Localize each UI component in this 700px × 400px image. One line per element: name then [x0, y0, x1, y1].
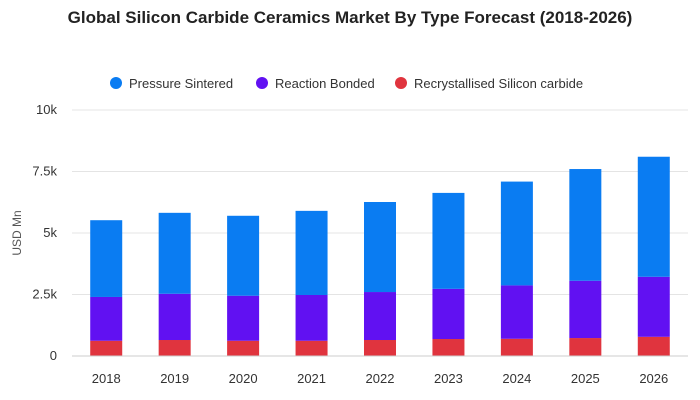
bar-segment	[227, 215, 260, 296]
x-tick-label: 2020	[229, 371, 258, 386]
y-axis-label: USD Mn	[10, 210, 24, 255]
bar-segment	[569, 280, 602, 339]
bar-segment	[364, 340, 396, 356]
x-tick-label: 2018	[92, 371, 121, 386]
legend-label: Pressure Sintered	[129, 76, 233, 91]
y-tick-label: 7.5k	[32, 164, 57, 179]
x-tick-label: 2021	[297, 371, 326, 386]
bar-segment	[500, 285, 533, 339]
legend-item: Recrystallised Silicon carbide	[395, 76, 583, 91]
bars	[90, 156, 670, 356]
bar-stack	[90, 220, 123, 356]
bar-stack	[637, 156, 670, 356]
bar-segment	[432, 192, 465, 289]
x-tick-label: 2023	[434, 371, 463, 386]
bar-segment	[227, 295, 260, 341]
legend-label: Reaction Bonded	[275, 76, 375, 91]
legend-item: Pressure Sintered	[110, 76, 233, 91]
y-tick-label: 0	[50, 348, 57, 363]
bar-stack	[432, 192, 465, 356]
bar-stack	[227, 215, 260, 356]
legend: Pressure Sintered Reaction Bonded Recrysta…	[110, 76, 583, 91]
bar-segment	[500, 338, 533, 356]
bar-stack	[569, 169, 602, 356]
bar-segment	[364, 202, 396, 293]
bar-segment	[227, 340, 260, 356]
bar-segment	[364, 292, 396, 341]
y-tick-label: 5k	[43, 225, 57, 240]
x-tick-label: 2022	[366, 371, 395, 386]
bar-segment	[569, 169, 602, 281]
bar-segment	[569, 338, 602, 356]
bar-segment	[432, 339, 465, 356]
bar-segment	[295, 340, 328, 356]
legend-swatch	[110, 77, 122, 89]
bar-segment	[158, 340, 191, 356]
chart-title: Global Silicon Carbide Ceramics Market B…	[67, 8, 633, 27]
bar-stack	[364, 202, 396, 356]
legend-swatch	[395, 77, 407, 89]
bar-segment	[637, 336, 670, 356]
bar-segment	[295, 210, 328, 295]
bar-segment	[158, 212, 191, 294]
bar-segment	[637, 156, 670, 277]
y-tick-label: 10k	[36, 102, 57, 117]
bar-segment	[637, 276, 670, 337]
bar-segment	[295, 294, 328, 341]
bar-segment	[90, 340, 123, 356]
legend-item: Reaction Bonded	[256, 76, 375, 91]
bar-stack	[295, 210, 328, 356]
bar-segment	[158, 293, 191, 341]
bar-segment	[90, 220, 123, 297]
x-tick-label: 2025	[571, 371, 600, 386]
bar-segment	[432, 288, 465, 340]
x-tick-label: 2019	[160, 371, 189, 386]
x-tick-label: 2024	[502, 371, 531, 386]
bar-stack	[158, 212, 191, 356]
y-tick-label: 2.5k	[32, 287, 57, 302]
legend-swatch	[256, 77, 268, 89]
bar-stack	[500, 181, 533, 356]
legend-label: Recrystallised Silicon carbide	[414, 76, 583, 91]
bar-segment	[500, 181, 533, 286]
axes: 0 2.5k 5k 7.5k 10k USD Mn 2018 2019 2020 2021 2022…	[10, 102, 688, 386]
bar-segment	[90, 296, 123, 341]
x-tick-label: 2026	[639, 371, 668, 386]
